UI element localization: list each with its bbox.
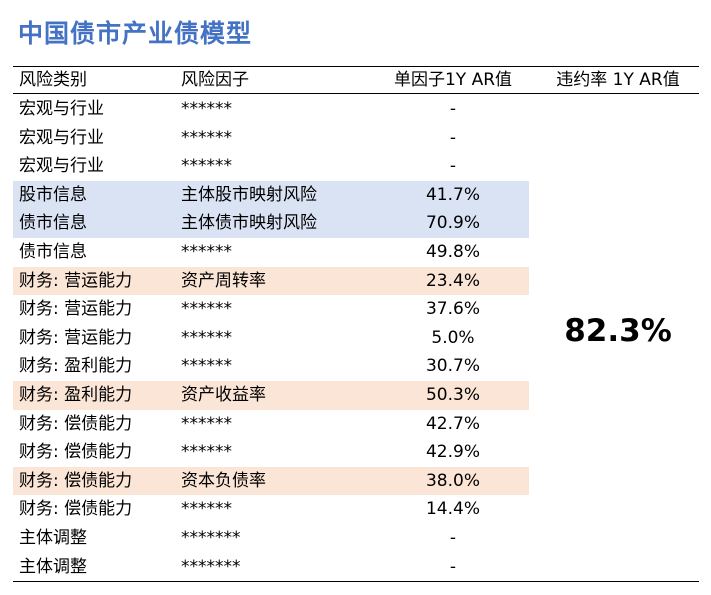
row-category: 财务: 偿债能力 (19, 413, 133, 434)
table-row: 财务: 营运能力 资产周转率 23.4% (13, 266, 529, 296)
row-category: 财务: 偿债能力 (19, 470, 133, 491)
row-factor: 主体股市映射风险 (181, 184, 317, 205)
row-ar-value: 42.7% (425, 413, 480, 434)
row-ar-value: 41.7% (425, 184, 480, 205)
row-factor: 资本负债率 (181, 470, 266, 491)
row-category: 财务: 营运能力 (19, 327, 133, 348)
row-ar-value: - (449, 99, 457, 119)
row-category: 财务: 盈利能力 (19, 356, 133, 377)
row-ar-value: - (449, 127, 457, 148)
row-category: 财务: 偿债能力 (19, 442, 133, 463)
table-row: 财务: 营运能力 ****** 5.0% (13, 324, 529, 353)
table-row: 债市信息 主体债市映射风险 70.9% (13, 209, 529, 238)
row-ar-value: 37.6% (425, 299, 480, 320)
row-category: 财务: 偿债能力 (19, 499, 133, 520)
row-ar-value: 23.4% (425, 270, 480, 291)
header-category: 风险类别 (19, 70, 87, 90)
table-row: 宏观与行业 ****** - (13, 95, 529, 124)
factor-table: 风险类别 风险因子 单因子1Y AR值 违约率 1Y AR值 宏观与行业 ****… (13, 66, 699, 582)
row-factor: ******* (181, 528, 241, 548)
header-default-ar: 违约率 1Y AR值 (556, 70, 680, 90)
row-category: 财务: 营运能力 (19, 299, 133, 320)
row-factor: ******* (181, 556, 241, 577)
row-ar-value: 70.9% (425, 213, 480, 234)
page-title: 中国债市产业债模型 (18, 19, 253, 48)
table-row: 财务: 偿债能力 ****** 14.4% (13, 495, 529, 524)
row-category: 股市信息 (19, 184, 87, 205)
header-factor: 风险因子 (181, 70, 249, 90)
default-ar-value: 82.3% (564, 313, 672, 349)
row-ar-value: 49.8% (425, 242, 480, 262)
row-factor: ****** (181, 499, 232, 520)
table-header: 风险类别 风险因子 单因子1Y AR值 违约率 1Y AR值 (13, 67, 699, 94)
row-ar-value: - (449, 556, 457, 577)
table-row: 宏观与行业 ****** - (13, 124, 529, 153)
row-ar-value: 50.3% (425, 385, 480, 405)
row-ar-value: 38.0% (425, 470, 480, 491)
row-ar-value: 30.7% (425, 356, 480, 377)
row-factor: ****** (181, 242, 232, 262)
row-ar-value: 42.9% (425, 442, 480, 463)
row-category: 债市信息 (19, 213, 87, 234)
row-factor: ****** (181, 442, 232, 463)
table-row: 主体调整 ******* - (13, 553, 529, 582)
header-single-ar: 单因子1Y AR值 (393, 70, 513, 90)
row-factor: ****** (181, 156, 232, 177)
row-factor: ****** (181, 127, 232, 148)
table-row: 财务: 盈利能力 资产收益率 50.3% (13, 381, 529, 410)
row-category: 宏观与行业 (19, 127, 104, 148)
table-row: 主体调整 ******* - (13, 524, 529, 553)
table-row: 财务: 偿债能力 ****** 42.9% (13, 438, 529, 467)
table-row: 财务: 盈利能力 ****** 30.7% (13, 352, 529, 381)
row-ar-value: - (449, 528, 457, 548)
table-row: 债市信息 ****** 49.8% (13, 238, 529, 267)
row-category: 宏观与行业 (19, 99, 104, 119)
row-ar-value: - (449, 156, 457, 177)
table-row: 财务: 偿债能力 资本负债率 38.0% (13, 466, 529, 496)
row-category: 债市信息 (19, 242, 87, 262)
row-factor: 主体债市映射风险 (181, 213, 317, 234)
row-factor: 资产周转率 (181, 270, 266, 291)
row-factor: ****** (181, 356, 232, 377)
row-factor: ****** (181, 327, 232, 348)
table-row: 财务: 偿债能力 ****** 42.7% (13, 410, 529, 439)
row-category: 主体调整 (19, 556, 87, 577)
row-category: 财务: 盈利能力 (19, 385, 133, 405)
row-ar-value: 5.0% (431, 327, 475, 348)
table-row: 财务: 营运能力 ****** 37.6% (13, 295, 529, 324)
table-row: 宏观与行业 ****** - (13, 152, 529, 181)
row-category: 主体调整 (19, 528, 87, 548)
row-category: 财务: 营运能力 (19, 270, 133, 291)
row-ar-value: 14.4% (425, 499, 480, 520)
row-category: 宏观与行业 (19, 156, 104, 177)
row-factor: 资产收益率 (181, 385, 266, 405)
table-row: 股市信息 主体股市映射风险 41.7% (13, 180, 529, 210)
row-factor: ****** (181, 99, 232, 119)
row-factor: ****** (181, 299, 232, 320)
row-factor: ****** (181, 413, 232, 434)
